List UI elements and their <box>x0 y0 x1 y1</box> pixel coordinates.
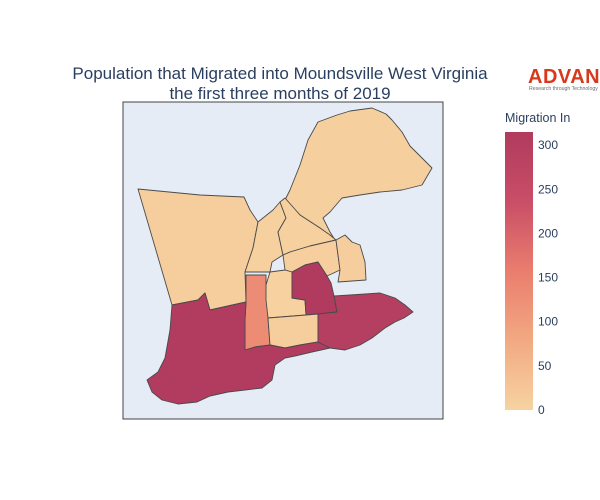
region-narrow-strip[interactable] <box>244 274 271 351</box>
region-southwest[interactable] <box>146 292 331 405</box>
colorbar-tick-label: 250 <box>538 182 558 196</box>
region-southeast[interactable] <box>317 292 414 351</box>
chart-title-line-2: the first three months of 2019 <box>169 84 390 103</box>
logo-tagline: Research through Technology <box>529 86 598 92</box>
colorbar-tick-label: 200 <box>538 226 558 240</box>
colorbar-ticks: 0 50 100 150 200 250 300 <box>538 138 558 417</box>
colorbar <box>505 132 533 410</box>
colorbar-tick-label: 100 <box>538 315 558 329</box>
map-regions <box>137 107 433 405</box>
colorbar-tick-label: 50 <box>538 359 552 373</box>
chart-title-line-1: Population that Migrated into Moundsvill… <box>72 64 488 83</box>
logo-wordmark: ADVAN <box>528 66 600 88</box>
colorbar-tick-label: 150 <box>538 271 558 285</box>
colorbar-title: Migration In <box>505 111 570 125</box>
colorbar-tick-label: 0 <box>538 403 545 417</box>
colorbar-tick-label: 300 <box>538 138 558 152</box>
advan-logo: ADVAN Research through Technology <box>528 66 600 92</box>
region-east-small[interactable] <box>335 234 367 283</box>
